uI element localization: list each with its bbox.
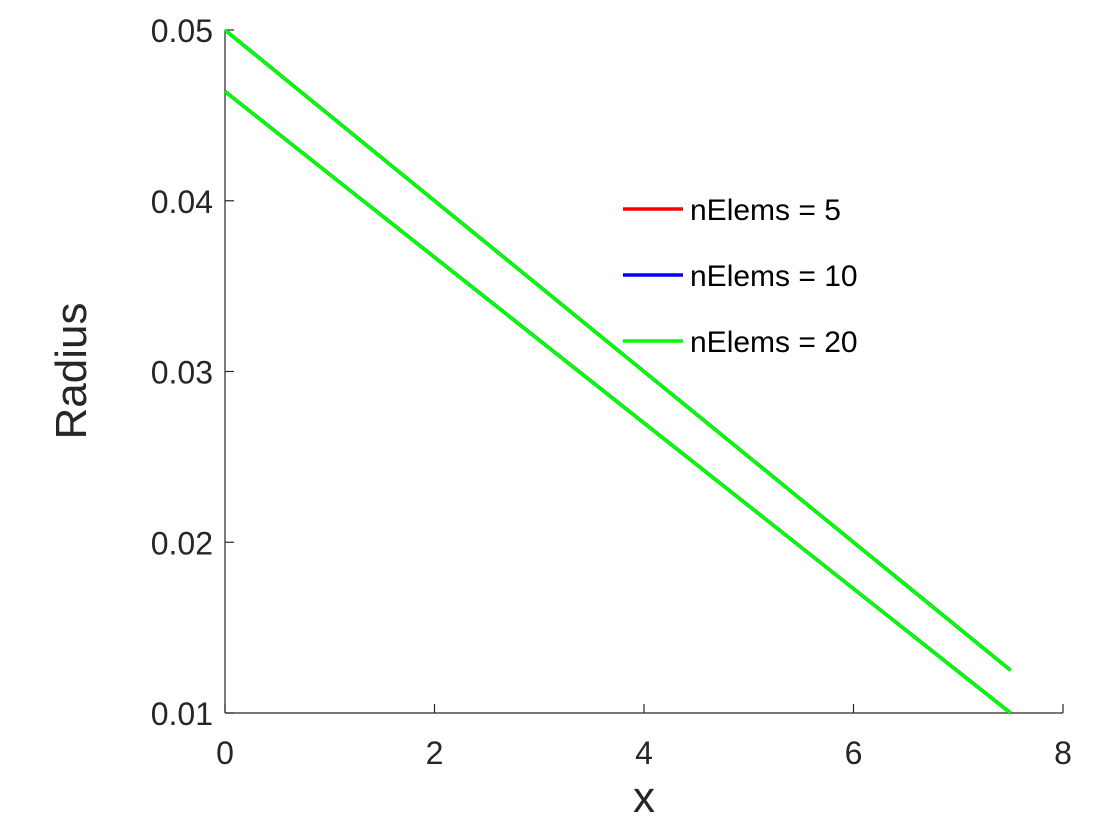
y-tick-label: 0.05 — [151, 13, 213, 49]
x-axis-ticks: 0 2 4 6 8 — [216, 704, 1072, 771]
legend-item: nElems = 5 — [623, 194, 841, 227]
legend: nElems = 5 nElems = 10 nElems = 20 — [623, 194, 858, 359]
y-tick-label: 0.02 — [151, 525, 213, 561]
legend-item: nElems = 10 — [623, 260, 858, 293]
y-tick-label: 0.03 — [151, 355, 213, 391]
axes: 0 2 4 6 8 0.01 0.02 0.03 0.04 0.05 — [151, 13, 1072, 771]
x-axis-title: x — [633, 773, 655, 822]
plot-lines — [223, 28, 1012, 715]
y-tick-label: 0.01 — [151, 696, 213, 732]
y-axis-ticks: 0.01 0.02 0.03 0.04 0.05 — [151, 13, 234, 732]
x-tick-label: 0 — [216, 735, 234, 771]
x-tick-label: 6 — [845, 735, 863, 771]
series-line-nelems-2-1 — [223, 90, 1012, 715]
series-line-nelems-2-0 — [223, 28, 1012, 672]
legend-label: nElems = 10 — [690, 260, 858, 293]
legend-label: nElems = 5 — [690, 194, 841, 227]
x-tick-label: 4 — [635, 735, 653, 771]
x-tick-label: 2 — [426, 735, 444, 771]
y-axis-title: Radius — [47, 303, 96, 440]
y-tick-label: 0.04 — [151, 184, 213, 220]
legend-label: nElems = 20 — [690, 326, 858, 359]
legend-item: nElems = 20 — [623, 326, 858, 359]
x-tick-label: 8 — [1054, 735, 1072, 771]
